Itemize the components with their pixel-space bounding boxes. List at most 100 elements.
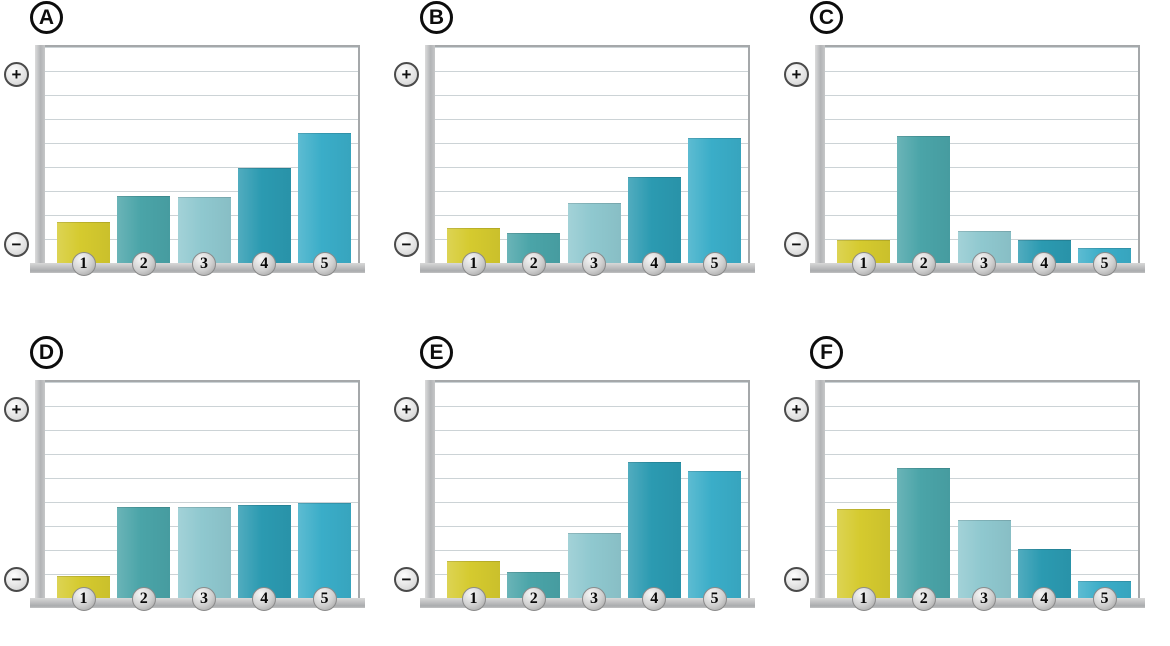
panel-label-circle: F [810,336,843,369]
y-axis [35,380,45,608]
bar-number-badge: 2 [131,252,156,276]
bar-1: 1 [447,561,500,611]
plus-icon: + [784,397,809,422]
bar-number-badge: 3 [582,587,606,611]
bar-3: 3 [957,520,1011,611]
plus-icon: + [394,397,419,422]
bar-2: 2 [507,232,561,276]
bar-number-badge: 3 [192,587,216,611]
bar-group: 1 2 3 4 5 [45,47,358,276]
bar-5: 5 [1078,247,1131,276]
panel-d: D + − 1 2 3 4 5 [0,311,390,622]
plus-icon: + [394,62,419,87]
panel-label-circle: D [30,336,63,369]
bar-2: 2 [117,196,171,276]
bar-group: 1 2 3 4 5 [825,47,1138,276]
bar-number-badge: 1 [851,587,876,611]
bar-number-badge: 5 [1092,587,1117,611]
bar-number-badge: 3 [972,252,996,276]
bar-5: 5 [298,133,351,276]
panel-c: C + − 1 2 3 4 5 [780,0,1170,311]
panel-label-circle: A [30,1,63,34]
bar-number-badge: 4 [642,587,667,611]
bar-1: 1 [57,576,110,611]
bar-number-badge: 2 [911,252,936,276]
bar-2: 2 [117,507,171,611]
panel-b: B + − 1 2 3 4 5 [390,0,780,311]
plus-icon: + [4,62,29,87]
bar-number-badge: 2 [911,587,936,611]
bar-3: 3 [177,197,231,276]
bar-number-badge: 3 [972,587,996,611]
bar-group: 1 2 3 4 5 [435,47,748,276]
bar-1: 1 [837,240,890,276]
bar-4: 4 [1017,240,1071,276]
panel-a: A + − 1 2 3 4 5 [0,0,390,311]
bar-2: 2 [507,572,561,611]
bar-2: 2 [897,135,951,276]
bar-number-badge: 5 [312,587,337,611]
minus-icon: − [4,567,29,592]
bar-number-badge: 5 [312,252,337,276]
y-axis [425,45,435,273]
bar-group: 1 2 3 4 5 [825,382,1138,611]
bar-number-badge: 5 [1092,252,1117,276]
bar-3: 3 [957,230,1011,276]
bar-number-badge: 1 [851,252,876,276]
bar-3: 3 [567,533,621,611]
bar-number-badge: 2 [521,252,546,276]
bar-number-badge: 5 [702,587,727,611]
minus-icon: − [394,567,419,592]
plot-area: 1 2 3 4 5 [30,380,365,611]
bar-4: 4 [627,176,681,276]
plus-icon: + [4,397,29,422]
bar-group: 1 2 3 4 5 [435,382,748,611]
bar-number-badge: 1 [71,587,96,611]
plot-area: 1 2 3 4 5 [810,45,1145,276]
minus-icon: − [4,232,29,257]
bar-number-badge: 4 [1032,252,1057,276]
bar-number-badge: 1 [71,252,96,276]
bar-1: 1 [447,228,500,276]
minus-icon: − [784,232,809,257]
bar-2: 2 [897,468,951,611]
panel-label-circle: E [420,336,453,369]
bar-3: 3 [177,507,231,611]
bar-number-badge: 4 [642,252,667,276]
panel-label-circle: C [810,1,843,34]
plot-area: 1 2 3 4 5 [30,45,365,276]
bar-number-badge: 3 [582,252,606,276]
bar-3: 3 [567,202,621,276]
bar-number-badge: 4 [252,252,277,276]
bar-number-badge: 2 [131,587,156,611]
bar-group: 1 2 3 4 5 [45,382,358,611]
y-axis [815,380,825,608]
panel-label-circle: B [420,1,453,34]
plus-icon: + [784,62,809,87]
bar-1: 1 [57,221,110,276]
minus-icon: − [394,232,419,257]
bar-number-badge: 1 [461,587,486,611]
minus-icon: − [784,567,809,592]
bar-5: 5 [298,502,351,611]
bar-number-badge: 4 [1032,587,1057,611]
bar-number-badge: 5 [702,252,727,276]
plot-area: 1 2 3 4 5 [810,380,1145,611]
six-panel-bar-chart-figure: A + − 1 2 3 4 5 B + − [0,0,1170,622]
bar-number-badge: 1 [461,252,486,276]
bar-4: 4 [237,167,291,276]
bar-1: 1 [837,509,890,611]
bar-number-badge: 3 [192,252,216,276]
bar-4: 4 [627,461,681,611]
bar-5: 5 [688,470,741,611]
bar-5: 5 [688,137,741,276]
panel-f: F + − 1 2 3 4 5 [780,311,1170,622]
y-axis [815,45,825,273]
bar-number-badge: 4 [252,587,277,611]
bar-5: 5 [1078,580,1131,611]
plot-area: 1 2 3 4 5 [420,380,755,611]
y-axis [425,380,435,608]
bar-4: 4 [1017,549,1071,611]
bar-4: 4 [237,505,291,611]
y-axis [35,45,45,273]
